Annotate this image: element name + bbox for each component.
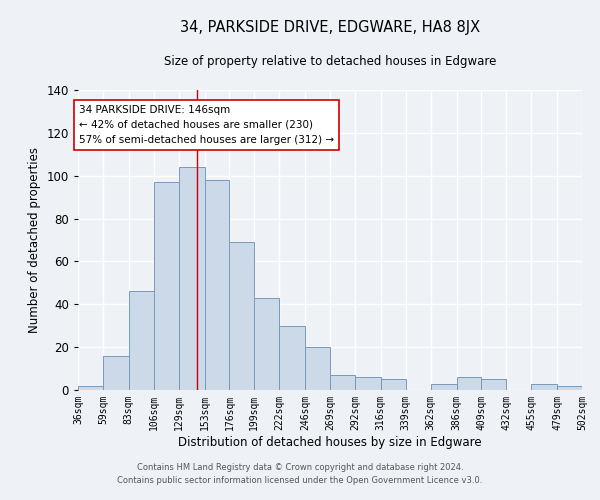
Bar [279,326,305,390]
Bar [254,298,279,390]
Text: Size of property relative to detached houses in Edgware: Size of property relative to detached ho… [164,55,496,68]
Bar [179,167,205,390]
Text: Contains HM Land Registry data © Crown copyright and database right 2024.
Contai: Contains HM Land Registry data © Crown c… [118,464,482,485]
Bar [129,292,154,390]
Bar [229,242,254,390]
Bar [431,384,457,390]
Bar [381,380,406,390]
Bar [78,386,103,390]
Bar [205,180,229,390]
Y-axis label: Number of detached properties: Number of detached properties [28,147,41,333]
Bar [154,182,179,390]
Bar [305,347,330,390]
Text: 34 PARKSIDE DRIVE: 146sqm
← 42% of detached houses are smaller (230)
57% of semi: 34 PARKSIDE DRIVE: 146sqm ← 42% of detac… [79,105,334,144]
Bar [531,384,557,390]
Bar [457,377,481,390]
Bar [330,375,355,390]
X-axis label: Distribution of detached houses by size in Edgware: Distribution of detached houses by size … [178,436,482,448]
Bar [557,386,582,390]
Bar [103,356,129,390]
Text: 34, PARKSIDE DRIVE, EDGWARE, HA8 8JX: 34, PARKSIDE DRIVE, EDGWARE, HA8 8JX [180,20,480,35]
Bar [481,380,506,390]
Bar [355,377,381,390]
